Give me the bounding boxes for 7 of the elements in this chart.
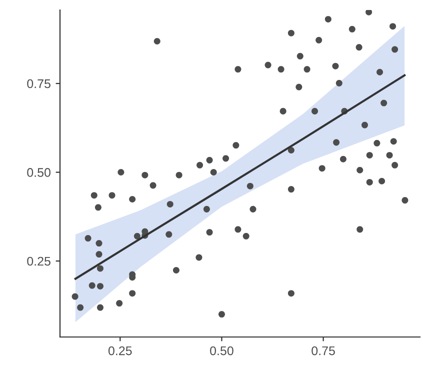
line-series [74,74,406,280]
y-tick-label: 0.25 [27,256,50,266]
x-tick-label: 0.50 [210,346,234,356]
x-tick-label: 0.75 [312,346,335,356]
y-tick-label: 0.50 [27,168,50,177]
y-tick-label: 0.75 [27,79,50,88]
x-tick-label: 0.25 [108,346,132,356]
